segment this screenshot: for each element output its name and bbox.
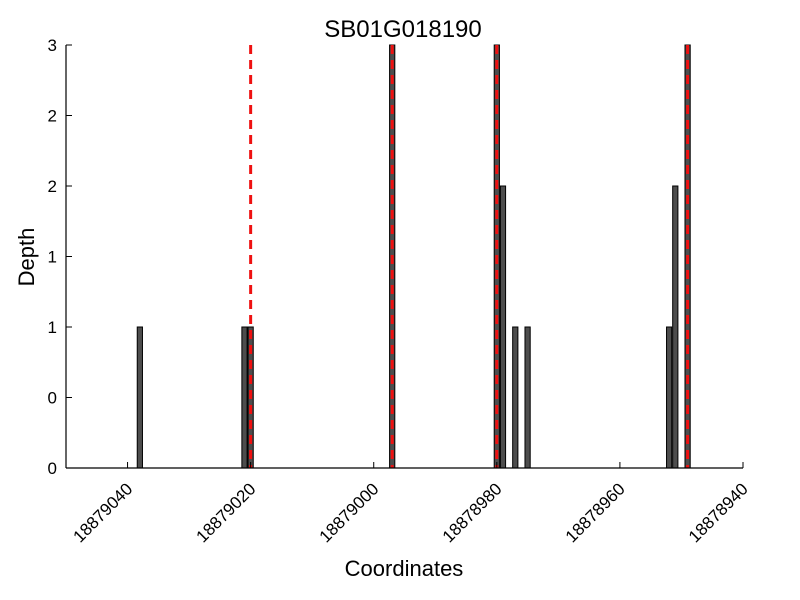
bar-1 [241, 326, 248, 469]
chart-title: SB01G018190 [324, 16, 481, 43]
y-tick-label-1: 0 [48, 389, 57, 408]
bar-6 [512, 326, 519, 469]
y-axis-label: Depth [14, 228, 39, 287]
y-tick-label-6: 3 [48, 36, 57, 55]
marker-lines [249, 45, 690, 468]
x-tick-label-1: 18879020 [193, 479, 260, 546]
axes [65, 45, 743, 469]
y-tick-label-5: 2 [48, 107, 57, 126]
bar-7 [524, 326, 531, 469]
y-ticks: 0 0 1 1 2 2 3 [48, 36, 72, 478]
bar-9 [672, 185, 679, 469]
x-tick-label-3: 18878980 [439, 479, 506, 546]
y-tick-label-2: 1 [48, 318, 57, 337]
bar-8 [666, 326, 673, 469]
x-tick-label-4: 18878960 [562, 479, 629, 546]
x-ticks: 18879040 18879020 18879000 18878980 18878960… [69, 462, 752, 546]
y-tick-label-4: 2 [48, 177, 57, 196]
y-tick-label-0: 0 [48, 459, 57, 478]
x-tick-label-2: 18879000 [316, 479, 383, 546]
x-tick-label-0: 18879040 [69, 479, 136, 546]
bars [136, 44, 691, 469]
x-axis-label: Coordinates [345, 556, 464, 581]
bar-5 [499, 185, 507, 469]
bar-0 [136, 326, 143, 469]
y-tick-label-3: 1 [48, 248, 57, 267]
x-tick-label-5: 18878940 [685, 479, 752, 546]
